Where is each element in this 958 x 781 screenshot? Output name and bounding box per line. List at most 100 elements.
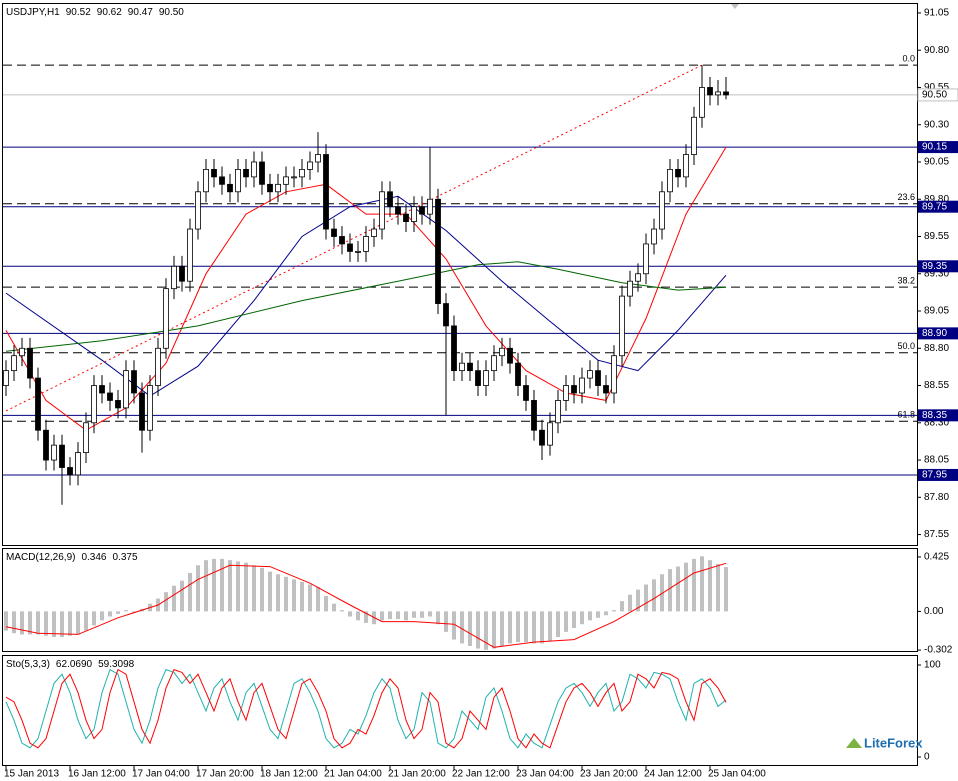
macd-bar xyxy=(348,611,352,617)
bid-label: 90.50 xyxy=(922,90,947,101)
candle-body xyxy=(467,362,473,372)
macd-bar xyxy=(284,576,288,612)
candle-body xyxy=(547,422,553,446)
header-value: 59.3098 xyxy=(98,659,135,670)
fibo-label: 61.8 xyxy=(897,410,915,420)
macd-bar xyxy=(540,611,544,644)
macd-bar xyxy=(196,565,200,612)
panel-header: MACD(12,26,9) 0.346 0.375 xyxy=(6,552,138,563)
candle-body xyxy=(195,191,201,230)
macd-bar xyxy=(212,558,216,612)
macd-bar xyxy=(220,558,224,612)
candle-body xyxy=(331,228,337,237)
macd-bar xyxy=(204,560,208,612)
macd-bar xyxy=(524,611,528,643)
candle-body xyxy=(691,116,697,155)
candle-body xyxy=(483,370,489,386)
macd-bar xyxy=(700,556,704,612)
macd-bar xyxy=(116,611,120,614)
candle-body xyxy=(3,370,9,386)
y-tick-label: 87.80 xyxy=(924,492,949,503)
candle-body xyxy=(243,169,249,178)
candle-body xyxy=(651,228,657,245)
y-tick-label: 88.30 xyxy=(924,417,949,428)
candle-body xyxy=(403,213,409,222)
macd-bar xyxy=(532,611,536,644)
macd-bar xyxy=(20,611,24,635)
x-tick-label: 25 Jan 04:00 xyxy=(708,769,766,780)
candle-body xyxy=(355,250,361,253)
macd-bar xyxy=(612,610,616,612)
candle-body xyxy=(683,154,689,178)
macd-bar xyxy=(476,611,480,649)
candle-body xyxy=(163,288,169,349)
level-tag xyxy=(918,327,958,340)
candle-body xyxy=(427,198,433,215)
candle-body xyxy=(147,385,153,431)
candle-body xyxy=(315,154,321,163)
candle-body xyxy=(459,362,465,372)
macd-bar xyxy=(404,611,408,621)
x-tick-label: 23 Jan 20:00 xyxy=(580,769,638,780)
candle-body xyxy=(155,347,161,386)
macd-bar xyxy=(452,611,456,640)
header-title: MACD(12,26,9) xyxy=(6,552,75,563)
macd-bar xyxy=(572,611,576,629)
macd-bar xyxy=(332,603,336,612)
macd-bar xyxy=(132,611,136,613)
level-tag xyxy=(918,260,958,273)
fibo-label: 0.0 xyxy=(902,53,915,63)
header-value: 0.375 xyxy=(113,552,138,563)
candle-body xyxy=(699,87,705,118)
candle-body xyxy=(131,370,137,394)
candle-body xyxy=(83,422,89,453)
x-tick-label: 21 Jan 04:00 xyxy=(324,769,382,780)
signal-line xyxy=(5,562,727,648)
y-tick-label: 0.425 xyxy=(924,552,949,563)
macd-bar xyxy=(420,611,424,618)
macd-bar xyxy=(316,587,320,612)
macd-bar xyxy=(268,571,272,612)
candle-body xyxy=(99,385,105,394)
macd-bar xyxy=(516,611,520,643)
y-tick-label: 87.55 xyxy=(924,529,949,540)
logo-icon xyxy=(846,738,862,748)
macd-bar xyxy=(500,611,504,646)
candle-body xyxy=(51,444,57,461)
candle-body xyxy=(507,347,513,364)
macd-bar xyxy=(76,611,80,635)
macd-bar xyxy=(180,580,184,612)
stochastic-panel xyxy=(2,655,918,766)
candle-body xyxy=(219,176,225,185)
candle-body xyxy=(323,154,329,230)
candle-body xyxy=(619,295,625,357)
macd-bar xyxy=(124,610,128,612)
macd-bar xyxy=(412,611,416,618)
candle-body xyxy=(179,265,185,282)
level-label: 89.75 xyxy=(922,201,947,212)
candle-body xyxy=(499,347,505,357)
macd-bar xyxy=(164,592,168,612)
y-tick-label: 90.80 xyxy=(924,45,949,56)
macd-bar xyxy=(588,611,592,621)
candle-body xyxy=(555,400,561,424)
x-tick-label: 18 Jan 12:00 xyxy=(260,769,318,780)
macd-bar xyxy=(684,562,688,612)
candle-body xyxy=(363,236,369,252)
candle-body xyxy=(611,355,617,394)
macd-bar xyxy=(444,611,448,632)
header-title: Sto(5,3,3) xyxy=(6,659,50,670)
candle-body xyxy=(211,169,217,178)
bid-tag xyxy=(917,88,958,102)
macd-bar xyxy=(468,611,472,646)
macd-bar xyxy=(340,610,344,612)
macd-bar xyxy=(636,589,640,612)
candle-body xyxy=(371,228,377,237)
y-tick-label: 89.80 xyxy=(924,194,949,205)
macd-bar xyxy=(108,611,112,617)
x-tick-label: 15 Jan 2013 xyxy=(4,769,59,780)
x-tick-label: 17 Jan 04:00 xyxy=(132,769,190,780)
macd-bar xyxy=(228,560,232,612)
